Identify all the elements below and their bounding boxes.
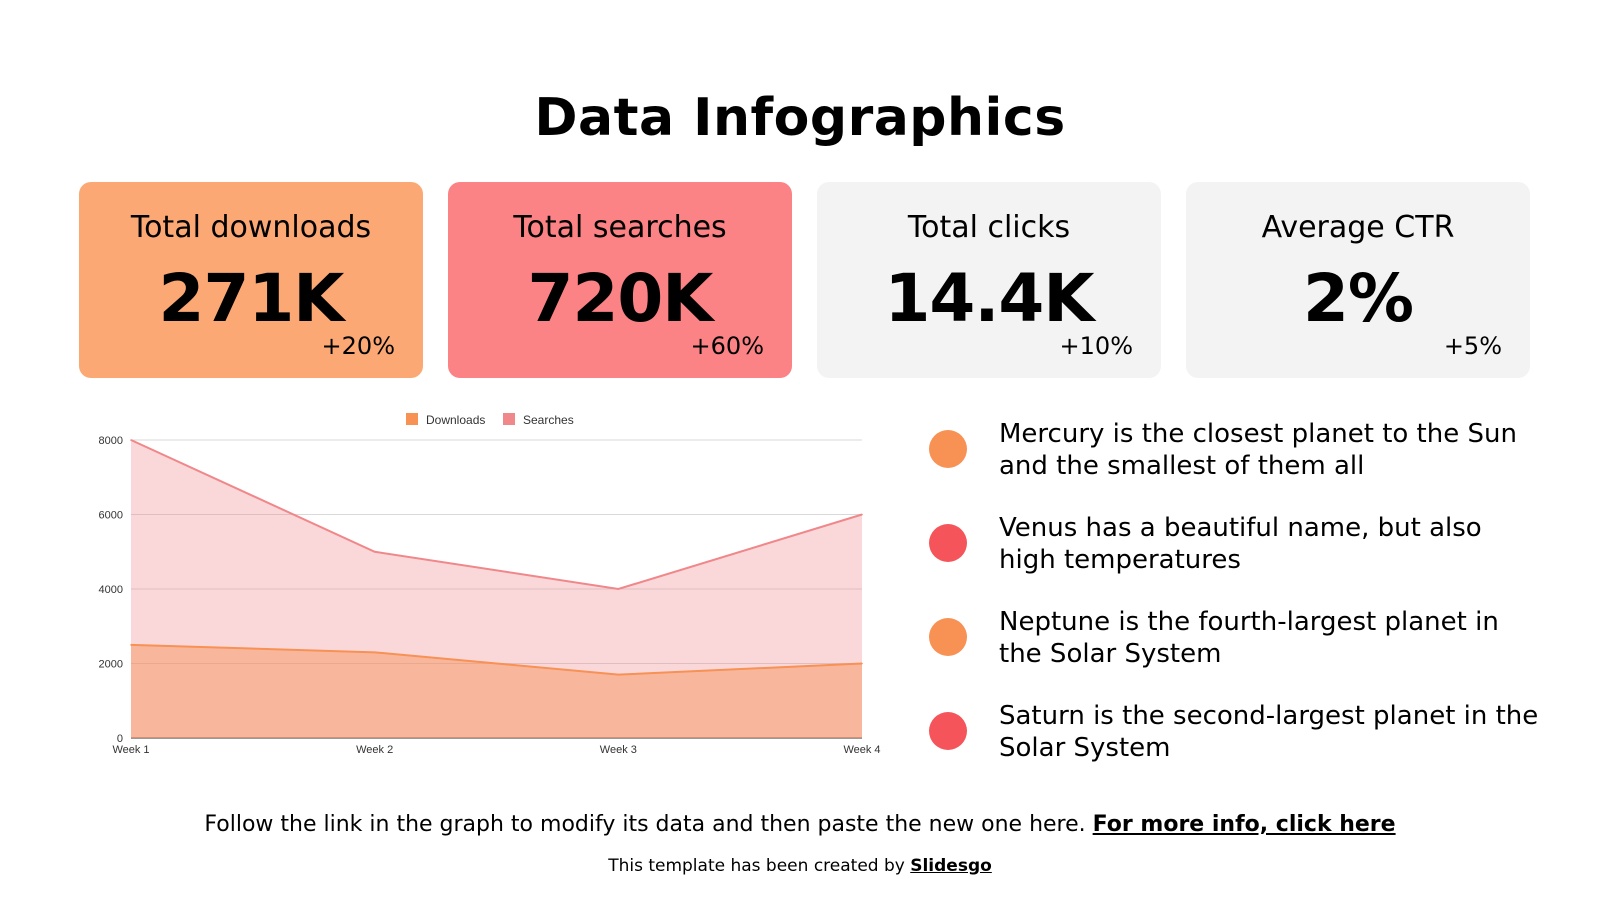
data-point-searches [373, 550, 376, 553]
card-label: Total searches [513, 210, 727, 245]
bullet-item-neptune: Neptune is the fourth-largest planet in … [929, 606, 1529, 670]
card-delta: +10% [1059, 332, 1133, 360]
data-point-searches [861, 513, 863, 516]
card-label: Average CTR [1261, 210, 1455, 245]
data-point-searches [130, 439, 132, 441]
card-average-ctr: Average CTR 2% +5% [1186, 182, 1530, 378]
chart-grid [131, 439, 862, 739]
data-point-downloads [373, 651, 376, 654]
legend-label-downloads: Downloads [426, 413, 485, 427]
y-tick-label: 2000 [99, 659, 123, 671]
card-value: 720K [527, 260, 714, 337]
y-tick-label: 6000 [99, 510, 123, 522]
y-tick-label: 4000 [99, 584, 123, 596]
x-tick-label: Week 1 [112, 744, 149, 756]
bullet-text: Saturn is the second-largest planet in t… [999, 701, 1539, 763]
y-axis: 0 2000 4000 6000 8000 [99, 435, 123, 745]
card-total-downloads: Total downloads 271K +20% [79, 182, 423, 378]
y-tick-label: 0 [117, 733, 123, 745]
area-chart[interactable]: Downloads Searches 0 2000 4000 6000 8000 Wee… [86, 400, 916, 780]
bullet-item-venus: Venus has a beautiful name, but also hig… [929, 512, 1529, 576]
credit-line: This template has been created by Slides… [0, 856, 1600, 876]
card-value: 2% [1302, 260, 1414, 337]
more-info-link[interactable]: For more info, click here [1092, 812, 1396, 837]
bullet-item-saturn: Saturn is the second-largest planet in t… [929, 700, 1538, 764]
data-point-searches [617, 588, 620, 590]
card-label: Total downloads [130, 210, 372, 245]
y-tick-label: 8000 [99, 435, 123, 447]
bullet-text: Mercury is the closest planet to the Sun… [999, 419, 1517, 481]
legend-swatch-downloads [406, 413, 418, 425]
legend-label-searches: Searches [523, 413, 574, 427]
footer-note: Follow the link in the graph to modify i… [0, 812, 1600, 837]
card-label: Total clicks [907, 210, 1071, 245]
data-point-downloads [861, 662, 863, 665]
x-tick-label: Week 2 [356, 744, 393, 756]
bullet-dot [929, 618, 967, 656]
card-delta: +60% [690, 332, 764, 360]
chart-legend: Downloads Searches [406, 413, 574, 427]
page-title: Data Infographics [534, 88, 1066, 148]
card-delta: +5% [1443, 332, 1502, 360]
card-total-clicks: Total clicks 14.4K +10% [817, 182, 1161, 378]
bullet-dot [929, 430, 967, 468]
bullet-dot [929, 712, 967, 750]
card-total-searches: Total searches 720K +60% [448, 182, 792, 378]
card-value: 271K [158, 260, 345, 337]
bullet-dot [929, 524, 967, 562]
x-axis: Week 1 Week 2 Week 3 Week 4 [112, 744, 880, 756]
bullet-text: Venus has a beautiful name, but also hig… [999, 513, 1482, 575]
slidesgo-link[interactable]: Slidesgo [910, 856, 992, 876]
credit-text: This template has been created by [608, 856, 911, 876]
footer-text: Follow the link in the graph to modify i… [204, 812, 1093, 837]
x-tick-label: Week 4 [843, 744, 880, 756]
line-searches [130, 439, 863, 591]
x-tick-label: Week 3 [600, 744, 637, 756]
line-downloads [130, 643, 863, 676]
card-delta: +20% [321, 332, 395, 360]
legend-swatch-searches [503, 413, 515, 425]
bullet-text: Neptune is the fourth-largest planet in … [999, 607, 1499, 669]
data-point-downloads [130, 644, 132, 646]
area-downloads [131, 644, 862, 738]
data-point-downloads [617, 673, 620, 676]
chart-areas [130, 439, 863, 738]
bullet-item-mercury: Mercury is the closest planet to the Sun… [929, 418, 1529, 482]
area-searches [131, 440, 862, 738]
card-value: 14.4K [884, 260, 1095, 337]
